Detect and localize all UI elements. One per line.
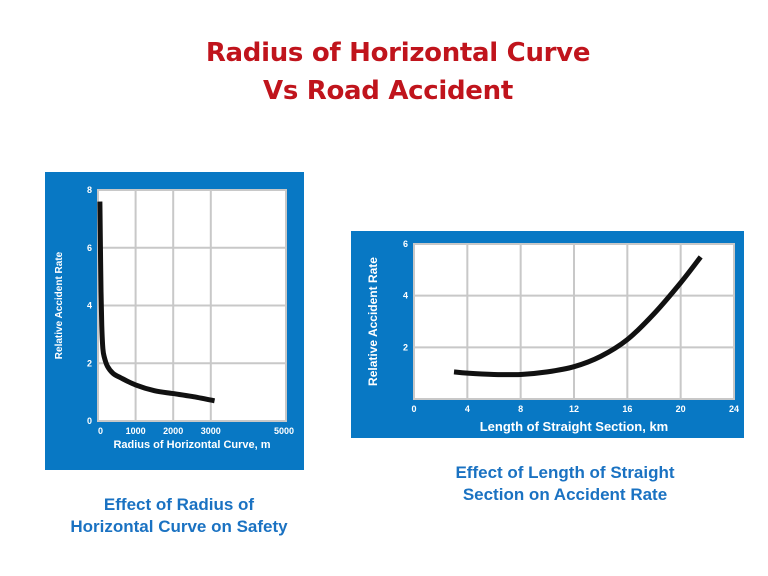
- x-tick-label: 1000: [126, 426, 146, 436]
- x-tick-label: 12: [569, 404, 579, 414]
- data-curve: [453, 255, 703, 378]
- x-tick-label: 24: [729, 404, 739, 414]
- x-tick-label: 8: [518, 404, 523, 414]
- y-axis-label: Relative Accident Rate: [54, 251, 65, 359]
- radius-chart-caption: Effect of Radius of Horizontal Curve on …: [40, 494, 318, 538]
- x-tick-label: 3000: [201, 426, 221, 436]
- y-tick-label: 6: [403, 239, 408, 249]
- y-axis-label: Relative Accident Rate: [366, 257, 380, 386]
- radius-chart-panel: 0 2 4 6 8 0 1000 2000 3000 5000 Radius of Horizont…: [45, 172, 304, 470]
- x-tick-label: 0: [411, 404, 416, 414]
- page-title-line-1: Radius of Horizontal Curve: [205, 38, 591, 68]
- straight-section-chart-panel: 2 4 6 0 4 8 12 16 20 24 Length of Straight Section…: [351, 231, 744, 438]
- x-tick-label: 5000: [274, 426, 294, 436]
- x-tick-label: 0: [98, 426, 103, 436]
- y-tick-label: 8: [87, 185, 92, 195]
- x-tick-label: 4: [465, 404, 470, 414]
- x-axis-label: Radius of Horizontal Curve, m: [113, 439, 270, 451]
- y-tick-label: 4: [87, 301, 92, 311]
- y-tick-label: 2: [403, 342, 408, 352]
- x-axis-label: Length of Straight Section, km: [480, 419, 669, 434]
- straight-caption-line-1: Effect of Length of Straight: [455, 463, 675, 482]
- data-curve: [97, 201, 216, 404]
- x-tick-label: 20: [676, 404, 686, 414]
- y-tick-label: 0: [87, 416, 92, 426]
- radius-caption-line-1: Effect of Radius of: [103, 495, 255, 514]
- straight-caption-line-2: Section on Accident Rate: [462, 485, 668, 504]
- y-tick-label: 2: [87, 358, 92, 368]
- page-title-line-2: Vs Road Accident: [263, 76, 513, 106]
- y-tick-label: 4: [403, 291, 408, 301]
- y-tick-label: 6: [87, 243, 92, 253]
- x-tick-label: 16: [622, 404, 632, 414]
- x-tick-label: 2000: [163, 426, 183, 436]
- straight-section-chart-caption: Effect of Length of Straight Section on …: [420, 462, 710, 506]
- radius-chart: 0 2 4 6 8 0 1000 2000 3000 5000 Radius of Horizont…: [54, 185, 294, 451]
- radius-caption-line-2: Horizontal Curve on Safety: [70, 517, 288, 536]
